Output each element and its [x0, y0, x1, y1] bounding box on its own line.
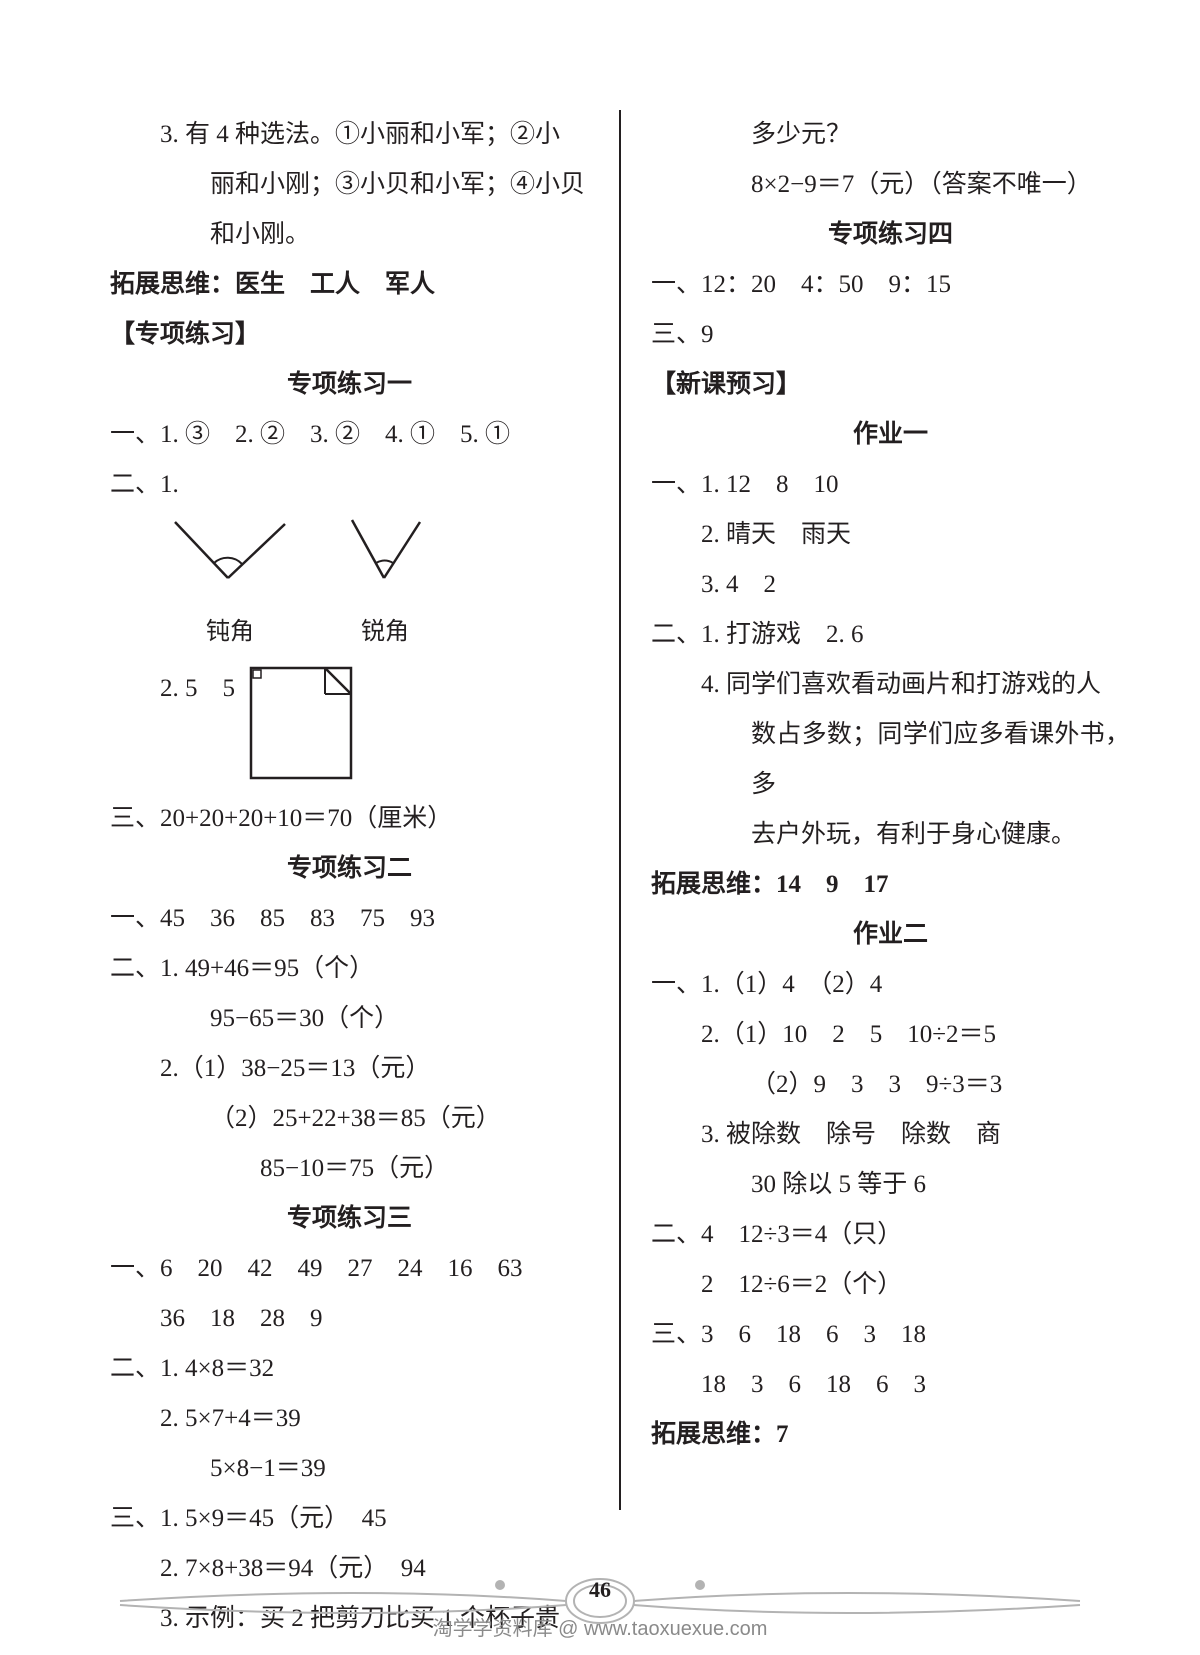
text-line: 2.（1）10 2 5 10÷2＝5: [651, 1010, 1130, 1060]
text-line: （2）9 3 3 9÷3＝3: [651, 1060, 1130, 1110]
text-line: 一、6 20 42 49 27 24 16 63: [110, 1244, 589, 1294]
subheading: 作业一: [651, 410, 1130, 460]
text-line: 多少元？: [651, 110, 1130, 160]
angle-label: 钝角: [170, 608, 290, 656]
obtuse-angle: 钝角: [170, 518, 290, 656]
text-line: 一、1.（1）4 （2）4: [651, 960, 1130, 1010]
text-line: 二、1. 49+46＝95（个）: [110, 944, 589, 994]
text-line: 95−65＝30（个）: [110, 994, 589, 1044]
text-line: 二、1.: [110, 460, 589, 510]
square-diagram-row: 2. 5 5: [110, 664, 589, 784]
text-line: 数占多数；同学们应多看课外书，多: [651, 710, 1130, 810]
heading-expand: 拓展思维：医生 工人 军人: [110, 260, 589, 310]
text-line: 3. 4 2: [651, 560, 1130, 610]
page-number: 46: [589, 1577, 611, 1603]
text-line: 三、20+20+20+10＝70（厘米）: [110, 794, 589, 844]
subheading: 作业二: [651, 910, 1130, 960]
angle-label: 锐角: [340, 608, 430, 656]
text-line: 2. 晴天 雨天: [651, 510, 1130, 560]
text-line: 3. 被除数 除号 除数 商: [651, 1110, 1130, 1160]
text-line: 2. 5 5: [160, 664, 235, 714]
text-line: （2）25+22+38＝85（元）: [110, 1094, 589, 1144]
page-content: 3. 有 4 种选法。①小丽和小军；②小 丽和小刚；③小贝和小军；④小贝 和小刚…: [0, 0, 1200, 1530]
text-line: 去户外玩，有利于身心健康。: [651, 810, 1130, 860]
subheading: 专项练习四: [651, 210, 1130, 260]
text-line: 二、1. 打游戏 2. 6: [651, 610, 1130, 660]
text-line: 二、1. 4×8＝32: [110, 1344, 589, 1394]
text-line: 一、45 36 85 83 75 93: [110, 894, 589, 944]
text-line: 丽和小刚；③小贝和小军；④小贝: [110, 160, 589, 210]
acute-angle: 锐角: [340, 518, 430, 656]
heading-expand: 拓展思维：7: [651, 1410, 1130, 1460]
text-line: 3. 有 4 种选法。①小丽和小军；②小: [110, 110, 589, 160]
text-line: 三、9: [651, 310, 1130, 360]
watermark-text: 淘学学资料库 @ www.taoxuexue.com: [433, 1612, 768, 1641]
heading-expand: 拓展思维：14 9 17: [651, 860, 1130, 910]
page-footer: 46 淘学学资料库 @ www.taoxuexue.com: [0, 1535, 1200, 1655]
text-line: 三、3 6 18 6 3 18: [651, 1310, 1130, 1360]
text-line: 36 18 28 9: [110, 1294, 589, 1344]
text-line: 2. 5×7+4＝39: [110, 1394, 589, 1444]
text-line: 一、12：20 4：50 9：15: [651, 260, 1130, 310]
text-line: 一、1. 12 8 10: [651, 460, 1130, 510]
text-line: 2 12÷6＝2（个）: [651, 1260, 1130, 1310]
folded-square: [247, 664, 357, 784]
left-column: 3. 有 4 种选法。①小丽和小军；②小 丽和小刚；③小贝和小军；④小贝 和小刚…: [110, 110, 619, 1470]
folded-square-svg: [247, 664, 357, 784]
section-heading: 【专项练习】: [110, 310, 589, 360]
obtuse-angle-svg: [170, 518, 290, 588]
subheading: 专项练习二: [110, 844, 589, 894]
angle-diagrams: 钝角 锐角: [110, 518, 589, 656]
text-line: 5×8−1＝39: [110, 1444, 589, 1494]
text-line: 4. 同学们喜欢看动画片和打游戏的人: [651, 660, 1130, 710]
text-line: 8×2−9＝7（元）（答案不唯一）: [651, 160, 1130, 210]
subheading: 专项练习一: [110, 360, 589, 410]
section-heading: 【新课预习】: [651, 360, 1130, 410]
text-line: 85−10＝75（元）: [110, 1144, 589, 1194]
right-column: 多少元？ 8×2−9＝7（元）（答案不唯一） 专项练习四 一、12：20 4：5…: [621, 110, 1130, 1470]
text-line: 18 3 6 18 6 3: [651, 1360, 1130, 1410]
text-line: 一、1. ③ 2. ② 3. ② 4. ① 5. ①: [110, 410, 589, 460]
subheading: 专项练习三: [110, 1194, 589, 1244]
text-line: 二、4 12÷3＝4（只）: [651, 1210, 1130, 1260]
text-line: 30 除以 5 等于 6: [651, 1160, 1130, 1210]
acute-angle-svg: [340, 518, 430, 588]
text-line: 和小刚。: [110, 210, 589, 260]
text-line: 2.（1）38−25＝13（元）: [110, 1044, 589, 1094]
